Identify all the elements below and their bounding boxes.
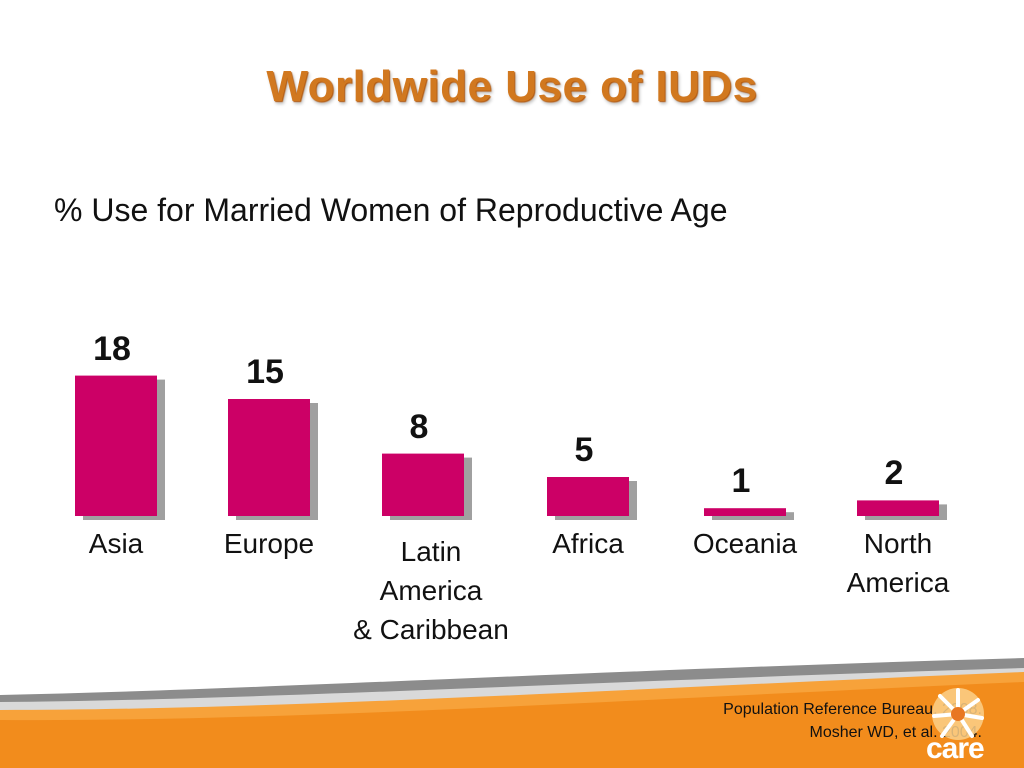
data-label: 2 <box>884 454 904 493</box>
category-label: North America <box>846 528 950 598</box>
care-wordmark: care <box>926 732 985 765</box>
data-label: 8 <box>409 407 429 446</box>
category-label: Africa <box>552 528 624 559</box>
slide-title: Worldwide Use of IUDs <box>266 62 758 111</box>
bar <box>382 453 464 516</box>
bar <box>75 375 157 516</box>
data-label: 1 <box>731 462 751 501</box>
chart-subtitle: % Use for Married Women of Reproductive … <box>54 192 728 228</box>
data-label: 15 <box>246 353 284 391</box>
category-label: Asia <box>88 528 144 559</box>
bottom-swoosh-decoration <box>0 658 1024 768</box>
bar <box>547 477 629 516</box>
bar <box>228 399 310 516</box>
bar <box>704 508 786 516</box>
category-label: Europe <box>223 528 315 559</box>
category-label: Oceania <box>692 528 798 559</box>
data-label: 18 <box>93 329 131 368</box>
category-label: Latin America & Caribbean <box>353 536 509 645</box>
data-label: 5 <box>574 431 594 469</box>
care-logo-icon <box>932 688 984 740</box>
bar <box>857 500 939 516</box>
bar-shadow <box>712 512 794 520</box>
